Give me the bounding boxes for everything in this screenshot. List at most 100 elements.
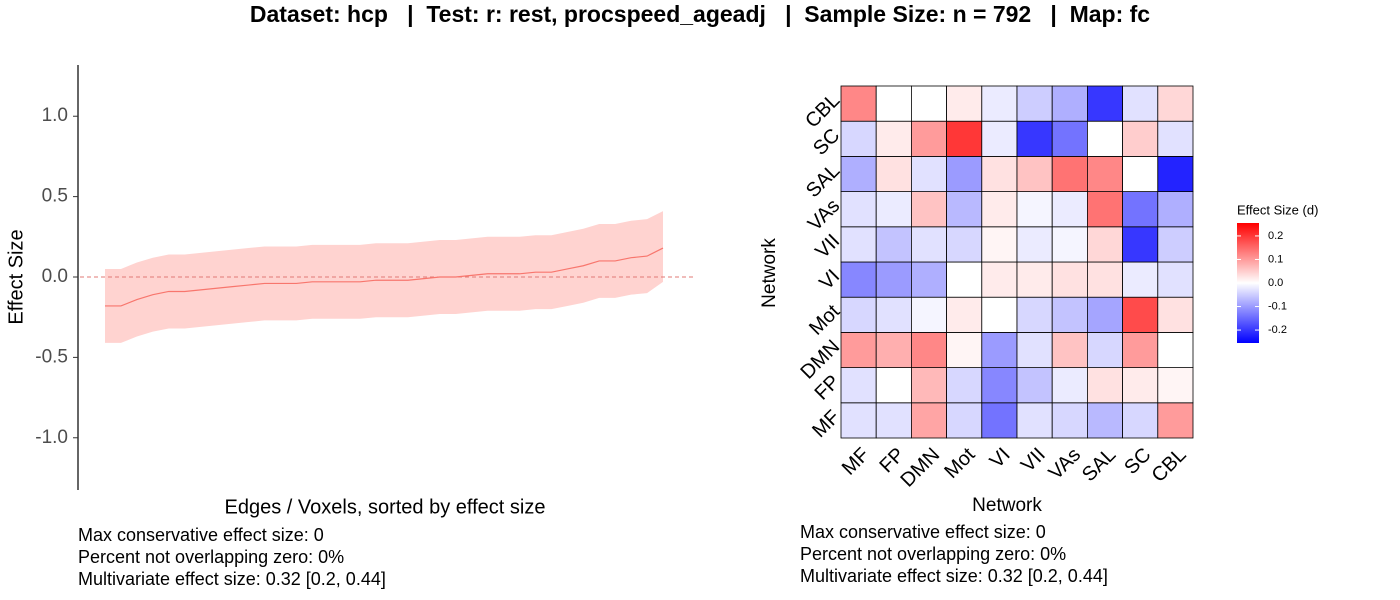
heatmap-cell [875,120,912,157]
annotation: Max conservative effect size: 0 [78,525,324,545]
heatmap-cell [1122,120,1159,157]
x-tick-label: MF [838,444,874,480]
heatmap-cell [1087,402,1124,439]
x-tick-label: VAs [1045,444,1085,484]
heatmap-cell [981,367,1018,404]
heatmap-cell [875,331,912,368]
y-axis-label: Effect Size [5,229,27,324]
heatmap-cell [1016,191,1053,228]
y-axis-label: Network [759,238,780,308]
heatmap-cell [1087,191,1124,228]
x-axis-label: Edges / Voxels, sorted by effect size [225,496,546,518]
heatmap-cell [911,296,948,333]
heatmap-cell [911,331,948,368]
heatmap-cell [981,120,1018,157]
heatmap-cell [1051,85,1088,122]
heatmap-cell [1016,402,1053,439]
heatmap-cell [1051,155,1088,192]
heatmap-cell [1051,226,1088,263]
heatmap-cell [1051,331,1088,368]
heatmap-cell [946,120,983,157]
heatmap-cell [840,85,877,122]
heatmap-cell [1157,120,1194,157]
heatmap-cell [1087,226,1124,263]
heatmap-cell [1157,402,1194,439]
y-tick-label: 0.5 [42,186,68,207]
x-tick-label: Mot [940,443,979,482]
y-tick-label: CBL [801,89,844,132]
y-tick-label: VAs [804,195,844,235]
legend-tick-label: 0.1 [1268,253,1283,265]
heatmap-cell [840,331,877,368]
y-tick-label: 1.0 [42,105,68,126]
effect-line [105,247,664,307]
heatmap-cell [946,367,983,404]
heatmap-cell [840,296,877,333]
heatmap-cell [1051,261,1088,298]
heatmap-cell [1016,331,1053,368]
heatmap-cell [911,191,948,228]
heatmap-cell [911,261,948,298]
heatmap-cell [946,331,983,368]
heatmap-cell [946,296,983,333]
heatmap-cell [1122,367,1159,404]
heatmap-cell [1157,296,1194,333]
y-tick-label: VI [815,265,844,294]
heatmap-cell [1157,85,1194,122]
annotation: Percent not overlapping zero: 0% [78,547,344,567]
heatmap-cell [1016,226,1053,263]
heatmap-cell [981,296,1018,333]
heatmap-cell [1087,261,1124,298]
heatmap-cell [1016,296,1053,333]
heatmap-cell [946,85,983,122]
heatmap-cell [1157,261,1194,298]
heatmap-cell [1016,120,1053,157]
y-tick-label: VII [811,230,844,263]
heatmap-cell [875,85,912,122]
heatmap-cell [981,191,1018,228]
heatmap-cell [875,191,912,228]
heatmap-cell [875,367,912,404]
heatmap-cell [840,402,877,439]
heatmap-cell [1122,296,1159,333]
heatmap-cell [840,155,877,192]
heatmap-cell [981,331,1018,368]
heatmap-cell [1087,296,1124,333]
heatmap-cell [840,191,877,228]
heatmap-cell [875,296,912,333]
annotation: Multivariate effect size: 0.32 [0.2, 0.4… [800,566,1108,586]
y-tick-label: -1.0 [35,427,68,448]
legend-tick-label: -0.1 [1268,300,1287,312]
annotation: Max conservative effect size: 0 [800,522,1046,542]
y-tick-label: SAL [802,160,844,202]
heatmap-cell [1122,191,1159,228]
heatmap-cell [840,261,877,298]
heatmap-cell [1016,155,1053,192]
x-tick-label: CBL [1148,444,1191,487]
legend-tick-label: -0.2 [1268,324,1287,336]
heatmap-cell [1087,331,1124,368]
heatmap-cell [875,155,912,192]
y-tick-label: DMN [797,336,845,384]
y-tick-label: 0.0 [42,266,68,287]
figure-title: Dataset: hcp | Test: r: rest, procspeed_… [250,1,1150,27]
heatmap-cell [1122,261,1159,298]
heatmap-cell [911,120,948,157]
heatmap-cell [1016,367,1053,404]
heatmap-cell [1157,331,1194,368]
heatmap-cell [1051,296,1088,333]
heatmap-cell [1016,85,1053,122]
annotation: Percent not overlapping zero: 0% [800,544,1066,564]
heatmap-cell [875,226,912,263]
heatmap-cell [981,402,1018,439]
heatmap-cell [946,226,983,263]
x-tick-label: DMN [897,444,945,492]
legend-tick-label: 0.0 [1268,277,1283,289]
x-tick-label: VII [1017,444,1050,477]
heatmap-cell [1122,155,1159,192]
heatmap-cell [911,367,948,404]
heatmap-cell [840,226,877,263]
heatmap-cell [1122,402,1159,439]
heatmap-cell [911,402,948,439]
colorbar [1237,223,1259,343]
